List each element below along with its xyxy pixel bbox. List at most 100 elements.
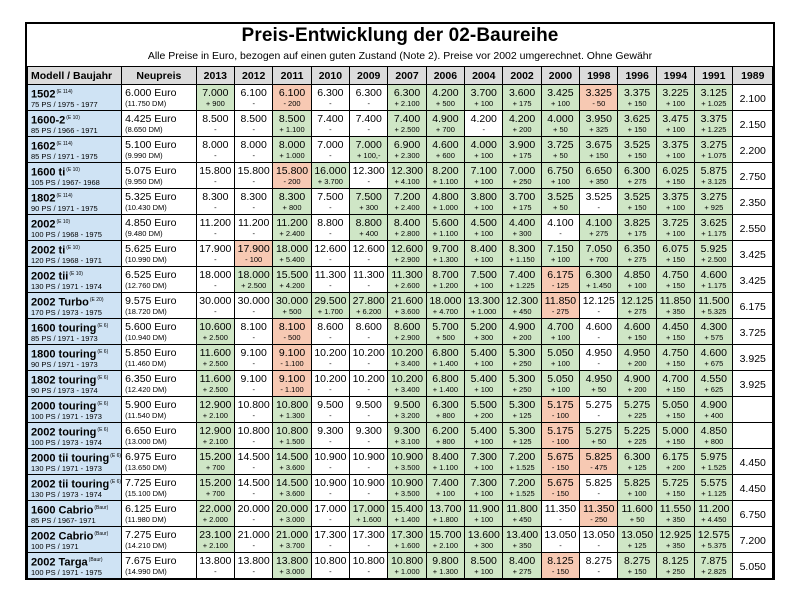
price-value: 6.750 xyxy=(547,165,574,177)
price-cell: 5.275 + 50 xyxy=(579,422,619,449)
price-change: - xyxy=(329,255,332,264)
price-value: 17.300 xyxy=(391,529,424,541)
price-change: - xyxy=(252,541,255,550)
price-cell: 4.600 + 150 xyxy=(617,318,657,345)
price-change: + 150 xyxy=(627,333,647,342)
price-change: + 50 xyxy=(553,151,568,160)
model-code: (E 10) xyxy=(66,166,80,173)
price-change: + 100 xyxy=(627,489,647,498)
price-change: - xyxy=(597,203,601,212)
price-change: + 200 xyxy=(512,333,532,342)
price-value: 22.000 xyxy=(199,503,232,515)
model-code: (Baur) xyxy=(94,530,109,537)
model-spec: 90 PS / 1973 - 1974 xyxy=(31,386,98,396)
price-cell: 12.600- xyxy=(349,240,389,267)
price-cell: 4.500 + 100 xyxy=(464,214,504,241)
price-value: 4.100 xyxy=(547,217,574,229)
price-cell: 11.500 + 5.325 xyxy=(694,292,734,319)
model-code: (E 6) xyxy=(97,348,109,355)
price-change: - xyxy=(214,307,217,316)
price-value: 3.225 xyxy=(662,87,689,99)
price-change: - xyxy=(252,567,255,576)
price-cell: 5.500 + 200 xyxy=(464,396,504,423)
price-change: + 1.525 xyxy=(509,489,535,498)
price-change: - xyxy=(252,385,255,394)
price-change: + 2.100 xyxy=(394,99,420,108)
price-change: + 250 xyxy=(512,177,532,186)
price-value: 6.300 xyxy=(317,87,344,99)
price-change: + 900 xyxy=(205,99,225,108)
price-value: 14.500 xyxy=(275,477,309,489)
price-change: - xyxy=(214,229,217,238)
price-value: 3.525 xyxy=(623,191,651,203)
price-1989-cell: 3.925 xyxy=(732,370,773,397)
price-1989: 2.100 xyxy=(739,92,766,105)
price-cell: 17.300 + 1.600 xyxy=(387,526,427,553)
price-cell: 10.800- xyxy=(310,552,351,579)
price-value: 14.500 xyxy=(237,477,270,489)
model-name: 1502(E 114) xyxy=(31,86,121,100)
price-1989-cell: 6.750 xyxy=(732,500,773,527)
price-value: 4.800 xyxy=(432,191,459,203)
header-year-2000: 2000 xyxy=(540,66,581,85)
price-cell: 12.600- xyxy=(310,240,351,267)
neupreis-cell: 6.650 Euro (13.000 DM) xyxy=(121,422,197,449)
price-value: 6.900 xyxy=(393,139,421,151)
price-cell: 4.900 + 200 xyxy=(502,318,542,345)
price-cell: 13.050- xyxy=(579,526,619,553)
price-cell: 4.900 + 700 xyxy=(425,110,466,137)
price-change: + 800 xyxy=(704,437,724,446)
price-cell: 3.225 + 100 xyxy=(655,84,696,111)
price-cell: 3.475 + 100 xyxy=(655,110,696,137)
price-change: + 1.300 xyxy=(279,411,305,420)
price-value: 8.000 xyxy=(240,139,267,151)
price-value: 12.900 xyxy=(199,425,232,437)
price-cell: 6.800 + 1.400 xyxy=(425,370,466,397)
price-value: 5.275 xyxy=(585,425,612,437)
price-change: - xyxy=(252,99,255,108)
price-cell: 22.000 + 2.000 xyxy=(195,500,236,527)
price-cell: 8.600- xyxy=(310,318,351,345)
price-value: 12.300 xyxy=(352,165,385,177)
price-value: 18.000 xyxy=(275,243,309,255)
price-change: + 200 xyxy=(665,463,685,472)
model-spec: 130 PS / 1973 - 1974 xyxy=(31,490,102,500)
price-change: + 1.600 xyxy=(394,541,420,550)
price-change: + 200 xyxy=(627,385,647,394)
price-value: 11.300 xyxy=(314,269,347,281)
price-cell: 10.900- xyxy=(349,474,389,501)
price-value: 10.800 xyxy=(352,555,385,567)
price-change: - xyxy=(597,359,601,368)
price-1989: 3.925 xyxy=(739,378,766,391)
price-cell: 7.200 + 2.400 xyxy=(387,188,427,215)
price-change: + 275 xyxy=(627,307,647,316)
price-sheet: Preis-Entwicklung der 02-Baureihe Alle P… xyxy=(25,22,775,580)
price-value: 10.900 xyxy=(314,451,347,463)
price-change: + 350 xyxy=(665,515,685,524)
model-code: (E 10) xyxy=(66,114,80,121)
price-value: 13.050 xyxy=(621,529,654,541)
price-cell: 3.375 + 100 xyxy=(655,136,696,163)
neupreis-euro: 5.600 Euro xyxy=(125,321,177,333)
price-change: + 100 xyxy=(474,99,494,108)
price-cell: 18.000- xyxy=(195,266,236,293)
price-value: 4.600 xyxy=(585,321,612,333)
model-name-text: 1802 touring xyxy=(31,374,97,387)
neupreis-euro: 6.125 Euro xyxy=(125,503,177,515)
price-cell: 11.850- 275 xyxy=(540,292,581,319)
neupreis-cell: 5.625 Euro (10.990 DM) xyxy=(121,240,197,267)
price-cell: 8.125- 150 xyxy=(540,552,581,579)
price-cell: 8.500 + 100 xyxy=(464,552,504,579)
price-cell: 6.300- xyxy=(310,84,351,111)
model-code: (E 10) xyxy=(69,270,83,277)
price-cell: 11.300- xyxy=(349,266,389,293)
price-cell: 8.200 + 1.100 xyxy=(425,162,466,189)
table-row: 1602(E 114) 85 PS / 1971 - 1975 5.100 Euro… xyxy=(26,136,773,163)
model-name-text: 2002 tii touring xyxy=(31,478,110,491)
price-change: + 1.000 xyxy=(432,203,459,212)
price-1989: 4.450 xyxy=(739,456,766,469)
price-cell: 8.000 + 1.000 xyxy=(272,136,312,163)
price-cell: 7.000- xyxy=(310,136,351,163)
price-change: + 1.100 xyxy=(432,463,459,472)
price-cell: 5.825- 475 xyxy=(579,448,619,475)
